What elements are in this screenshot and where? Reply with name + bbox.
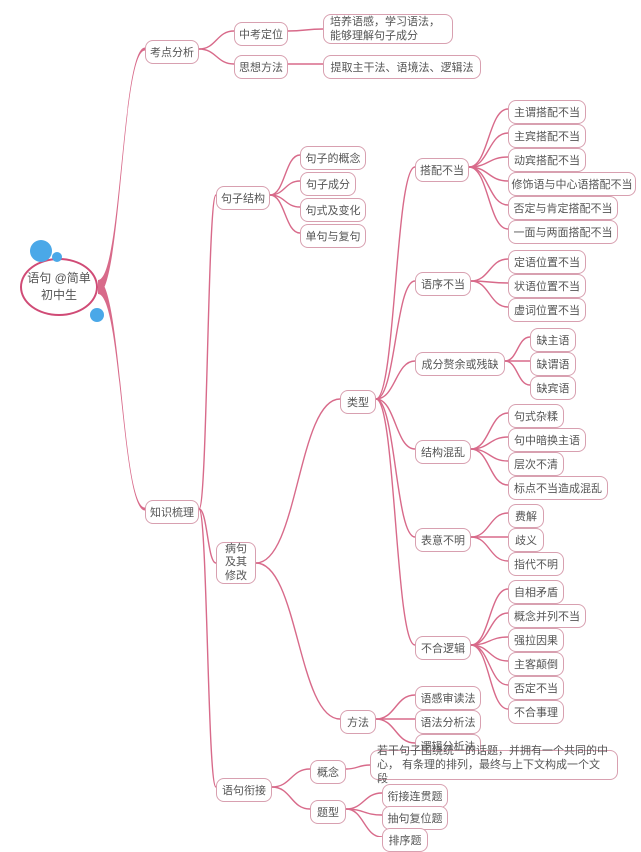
root-node: 语句 @简单初中生 — [20, 258, 98, 316]
node-danju: 单句与复句 — [300, 224, 366, 248]
node-ff2: 语法分析法 — [415, 710, 481, 734]
node-peiyang: 培养语感，学习语法， 能够理解句子成分 — [323, 14, 453, 44]
node-tx1: 衔接连贯题 — [382, 784, 448, 808]
node-yx1: 定语位置不当 — [508, 250, 586, 274]
node-zhishi: 知识梳理 — [145, 500, 199, 524]
node-xj_gn: 概念 — [310, 760, 346, 784]
node-dp6: 一面与两面搭配不当 — [508, 220, 618, 244]
node-fangfa: 方法 — [340, 710, 376, 734]
node-dp3: 动宾搭配不当 — [508, 148, 586, 172]
node-tixing: 题型 — [310, 800, 346, 824]
node-yx2: 状语位置不当 — [508, 274, 586, 298]
node-zhongkao: 中考定位 — [234, 22, 288, 46]
deco-dot-2 — [52, 252, 62, 262]
node-xj_desc: 若干句子围绕统一的话题，并拥有一个共同的中心， 有条理的排列，最终与上下文构成一… — [370, 750, 618, 780]
node-yx3: 虚词位置不当 — [508, 298, 586, 322]
node-leixing: 类型 — [340, 390, 376, 414]
node-dp2: 主宾搭配不当 — [508, 124, 586, 148]
node-sixiang: 思想方法 — [234, 55, 288, 79]
node-dp1: 主谓搭配不当 — [508, 100, 586, 124]
node-jg4: 标点不当造成混乱 — [508, 476, 608, 500]
node-cf: 成分赘余或残缺 — [415, 352, 505, 376]
node-juzijg: 句子结构 — [216, 186, 270, 210]
node-jghl: 结构混乱 — [415, 440, 471, 464]
node-tiqu: 提取主干法、语境法、逻辑法 — [323, 55, 481, 79]
node-chengfen: 句子成分 — [300, 172, 356, 196]
node-tx3: 排序题 — [382, 828, 428, 852]
node-bl2: 概念并列不当 — [508, 604, 586, 628]
node-dp5: 否定与肯定搭配不当 — [508, 196, 618, 220]
node-dapei: 搭配不当 — [415, 158, 469, 182]
node-jg2: 句中暗换主语 — [508, 428, 586, 452]
node-yuxu: 语序不当 — [415, 272, 471, 296]
node-bl3: 强拉因果 — [508, 628, 564, 652]
node-ff1: 语感审读法 — [415, 686, 481, 710]
node-cf1: 缺主语 — [530, 328, 576, 352]
deco-dot-3 — [90, 308, 104, 322]
node-bl4: 主客颠倒 — [508, 652, 564, 676]
node-bl1: 自相矛盾 — [508, 580, 564, 604]
node-bl5: 否定不当 — [508, 676, 564, 700]
node-jushi: 句式及变化 — [300, 198, 366, 222]
node-gainian: 句子的概念 — [300, 146, 366, 170]
node-bybm: 表意不明 — [415, 528, 471, 552]
node-by3: 指代不明 — [508, 552, 564, 576]
node-kaodian: 考点分析 — [145, 40, 199, 64]
deco-dot-1 — [30, 240, 52, 262]
node-jg3: 层次不清 — [508, 452, 564, 476]
node-xianjie: 语句衔接 — [216, 778, 272, 802]
node-jg1: 句式杂糅 — [508, 404, 564, 428]
node-dp4: 修饰语与中心语搭配不当 — [508, 172, 636, 196]
node-by2: 歧义 — [508, 528, 544, 552]
node-cf2: 缺谓语 — [530, 352, 576, 376]
node-bingju: 病句及其修改 — [216, 542, 256, 584]
node-tx2: 抽句复位题 — [382, 806, 448, 830]
node-bhlj: 不合逻辑 — [415, 636, 471, 660]
node-bl6: 不合事理 — [508, 700, 564, 724]
node-cf3: 缺宾语 — [530, 376, 576, 400]
node-by1: 费解 — [508, 504, 544, 528]
